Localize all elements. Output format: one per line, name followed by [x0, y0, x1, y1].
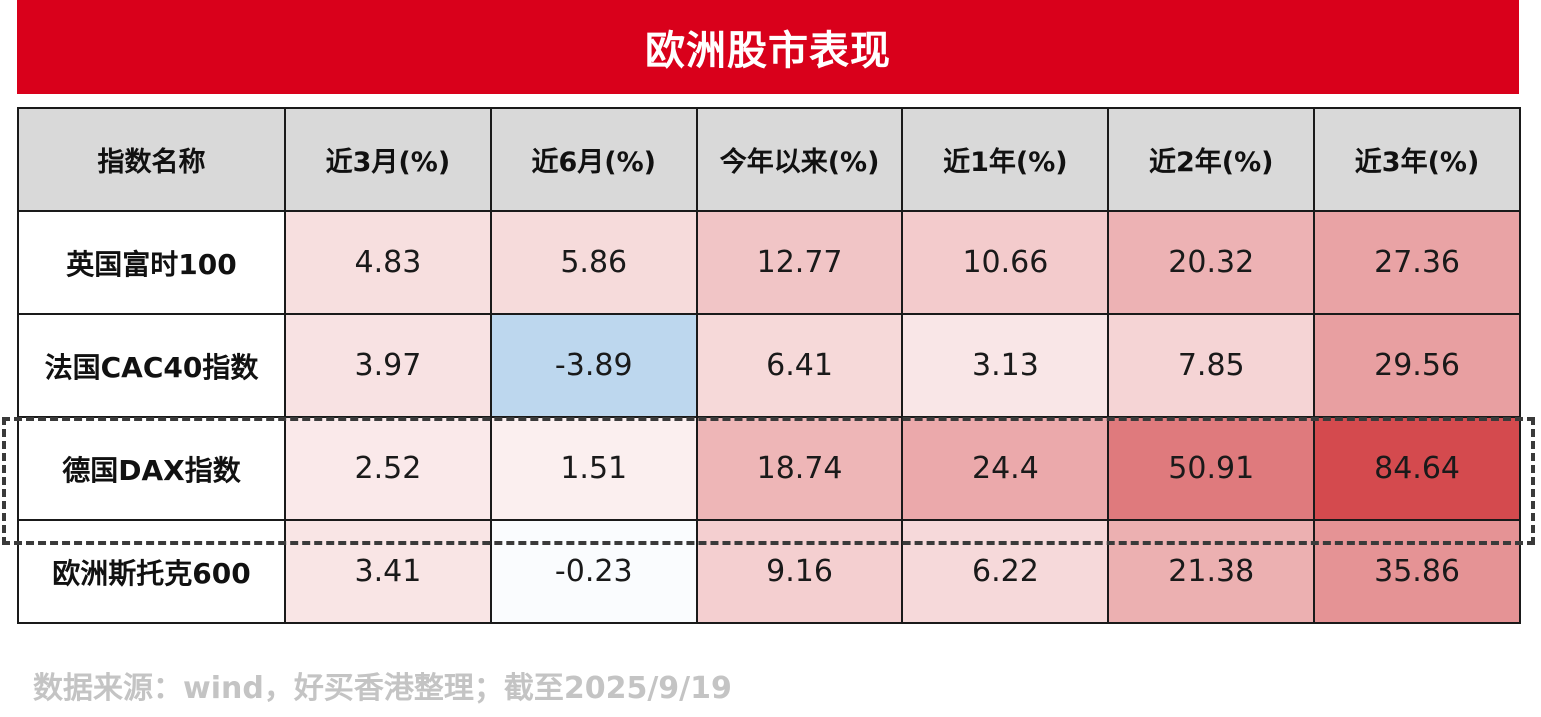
table-row: 法国CAC40指数 3.97 -3.89 6.41 3.13 7.85 29.5…	[17, 313, 1521, 418]
value-cell: 6.41	[695, 313, 904, 418]
performance-table: 指数名称 近3月(%) 近6月(%) 今年以来(%) 近1年(%) 近2年(%)…	[17, 107, 1521, 624]
chart-title: 欧洲股市表现	[17, 0, 1519, 94]
column-header: 近2年(%)	[1107, 107, 1316, 212]
value-cell: -0.23	[489, 519, 698, 624]
column-header: 近3月(%)	[284, 107, 492, 212]
value-cell: 29.56	[1313, 313, 1521, 418]
column-header: 指数名称	[17, 107, 286, 212]
table-header-row: 指数名称 近3月(%) 近6月(%) 今年以来(%) 近1年(%) 近2年(%)…	[17, 107, 1521, 212]
column-header: 近1年(%)	[901, 107, 1110, 212]
index-name: 德国DAX指数	[17, 416, 286, 521]
index-name: 欧洲斯托克600	[17, 519, 286, 624]
value-cell: 18.74	[695, 416, 904, 521]
value-cell: 24.4	[901, 416, 1110, 521]
value-cell: 6.22	[901, 519, 1110, 624]
index-name: 法国CAC40指数	[17, 313, 286, 418]
value-cell: 27.36	[1313, 210, 1521, 315]
source-note: 数据来源：wind，好买香港整理；截至2025/9/19	[33, 671, 732, 706]
value-cell: 2.52	[284, 416, 492, 521]
value-cell: 10.66	[901, 210, 1110, 315]
value-cell: 50.91	[1107, 416, 1316, 521]
value-cell: 84.64	[1313, 416, 1521, 521]
value-cell: 21.38	[1107, 519, 1316, 624]
column-header: 近6月(%)	[489, 107, 698, 212]
index-name: 英国富时100	[17, 210, 286, 315]
value-cell: 35.86	[1313, 519, 1521, 624]
value-cell: 1.51	[489, 416, 698, 521]
table-row: 德国DAX指数 2.52 1.51 18.74 24.4 50.91 84.64	[17, 416, 1521, 521]
column-header: 近3年(%)	[1313, 107, 1521, 212]
value-cell: 7.85	[1107, 313, 1316, 418]
table-row: 欧洲斯托克600 3.41 -0.23 9.16 6.22 21.38 35.8…	[17, 519, 1521, 624]
table-row: 英国富时100 4.83 5.86 12.77 10.66 20.32 27.3…	[17, 210, 1521, 315]
value-cell: 20.32	[1107, 210, 1316, 315]
value-cell: 9.16	[695, 519, 904, 624]
value-cell: 3.13	[901, 313, 1110, 418]
value-cell: -3.89	[489, 313, 698, 418]
column-header: 今年以来(%)	[695, 107, 904, 212]
value-cell: 5.86	[489, 210, 698, 315]
value-cell: 4.83	[284, 210, 492, 315]
value-cell: 3.41	[284, 519, 492, 624]
value-cell: 3.97	[284, 313, 492, 418]
value-cell: 12.77	[695, 210, 904, 315]
